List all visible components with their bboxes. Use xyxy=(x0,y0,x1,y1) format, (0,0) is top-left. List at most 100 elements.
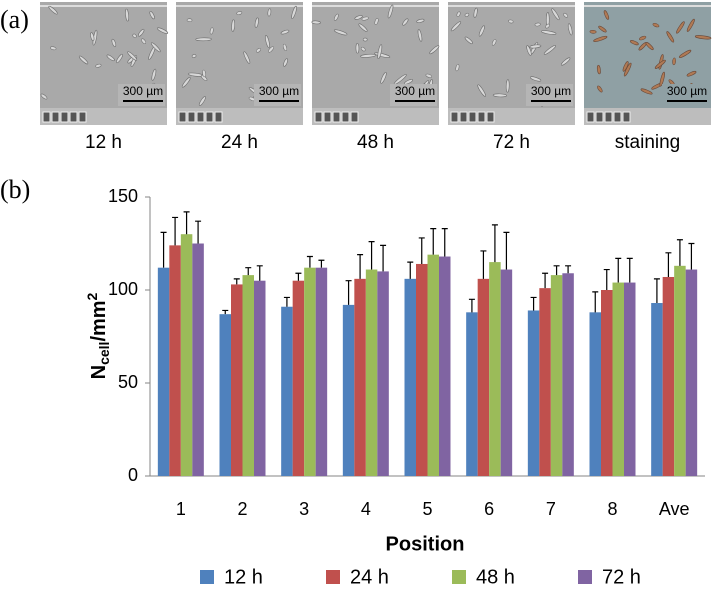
x-tick-label: 8 xyxy=(607,499,617,519)
error-bar xyxy=(653,278,660,304)
cell xyxy=(402,18,409,26)
bar xyxy=(589,312,601,476)
y-tick-label: 50 xyxy=(118,372,138,392)
channel xyxy=(178,111,187,123)
channel xyxy=(323,111,332,123)
error-bar xyxy=(172,216,179,246)
cell xyxy=(150,42,161,53)
cell xyxy=(355,42,360,54)
error-bar xyxy=(256,265,263,281)
x-axis-title: Position xyxy=(386,533,465,555)
bar xyxy=(624,282,636,476)
error-bar xyxy=(626,257,633,283)
channel xyxy=(604,111,613,123)
cell xyxy=(267,8,272,17)
cell xyxy=(48,5,58,15)
error-bar xyxy=(503,231,510,270)
error-bar xyxy=(318,259,325,268)
bar xyxy=(500,269,513,476)
cell xyxy=(374,18,379,25)
micrograph: 300 µm xyxy=(40,2,169,125)
bar xyxy=(651,303,663,476)
error-bar xyxy=(542,272,549,289)
cell xyxy=(659,71,665,87)
error-bar xyxy=(222,309,229,315)
cell xyxy=(543,45,557,55)
cell xyxy=(678,49,692,58)
bar xyxy=(674,265,686,476)
legend-swatch xyxy=(452,570,466,584)
legend-label: 48 h xyxy=(476,566,515,588)
error-bar xyxy=(530,296,537,311)
bar xyxy=(527,310,540,476)
error-bar xyxy=(357,254,364,279)
channel xyxy=(341,111,350,123)
cell xyxy=(127,51,138,61)
cell xyxy=(149,11,155,20)
cell xyxy=(156,27,169,34)
error-bar xyxy=(665,252,672,277)
cell xyxy=(694,35,712,40)
cell xyxy=(672,57,676,66)
bar xyxy=(377,271,389,476)
channel xyxy=(622,111,631,123)
cell xyxy=(529,76,542,82)
cell xyxy=(654,59,666,69)
cell xyxy=(360,53,377,58)
bar xyxy=(254,280,266,476)
error-bar xyxy=(368,241,375,270)
error-bar xyxy=(603,268,610,290)
channel xyxy=(459,111,468,123)
channel xyxy=(205,111,214,123)
error-bar xyxy=(245,267,252,276)
channel xyxy=(60,111,69,123)
bar xyxy=(427,254,439,476)
cell xyxy=(561,57,571,66)
error-bar xyxy=(441,228,448,257)
channel xyxy=(613,111,622,123)
cell xyxy=(492,93,507,98)
cell xyxy=(116,53,123,64)
cell xyxy=(283,58,288,67)
cell xyxy=(191,54,197,58)
cell xyxy=(198,96,206,106)
channel xyxy=(69,111,78,123)
cell xyxy=(551,8,560,21)
cell xyxy=(50,46,57,51)
caption: staining xyxy=(615,132,681,153)
error-bar xyxy=(615,257,622,283)
bar xyxy=(539,288,551,476)
bar xyxy=(404,278,416,476)
legend-label: 12 h xyxy=(224,566,263,588)
channel xyxy=(350,111,359,123)
cell xyxy=(111,38,117,48)
bar xyxy=(477,278,490,476)
y-axis-title: Ncell/mm2 xyxy=(84,292,112,379)
error-bar xyxy=(160,231,167,268)
error-bar xyxy=(306,255,313,268)
bar xyxy=(662,276,675,476)
cell xyxy=(90,32,95,42)
channel xyxy=(450,111,459,123)
x-tick-label: 3 xyxy=(299,499,309,519)
cell xyxy=(464,12,470,17)
cell xyxy=(478,25,485,37)
x-tick-label: 1 xyxy=(176,499,186,519)
cell xyxy=(195,37,212,42)
cell xyxy=(455,64,460,72)
panel-label: (b) xyxy=(0,175,30,204)
cell xyxy=(141,38,147,45)
cell xyxy=(596,64,601,75)
bar xyxy=(157,267,170,476)
cell xyxy=(526,45,532,56)
channel xyxy=(486,111,495,123)
bar xyxy=(562,273,574,476)
y-title-part: /mm xyxy=(88,300,110,341)
cell xyxy=(450,21,462,32)
x-tick-label: 6 xyxy=(484,499,494,519)
cell xyxy=(567,23,573,36)
cell xyxy=(645,42,654,51)
channel xyxy=(51,111,60,123)
bar xyxy=(489,262,501,476)
